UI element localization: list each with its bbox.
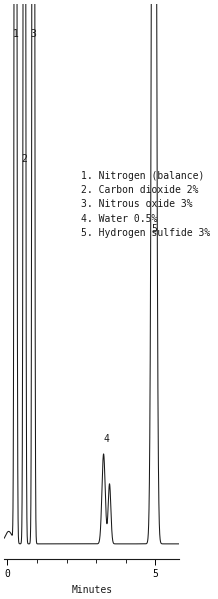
Text: 1: 1 — [13, 29, 19, 39]
Text: 1. Nitrogen (balance)
2. Carbon dioxide 2%
3. Nitrous oxide 3%
4. Water 0.5%
5. : 1. Nitrogen (balance) 2. Carbon dioxide … — [81, 171, 210, 238]
Text: 4: 4 — [104, 434, 109, 444]
Text: 5: 5 — [151, 224, 157, 234]
X-axis label: Minutes: Minutes — [71, 585, 112, 595]
Text: 2: 2 — [21, 154, 27, 164]
Text: 3: 3 — [30, 29, 36, 39]
